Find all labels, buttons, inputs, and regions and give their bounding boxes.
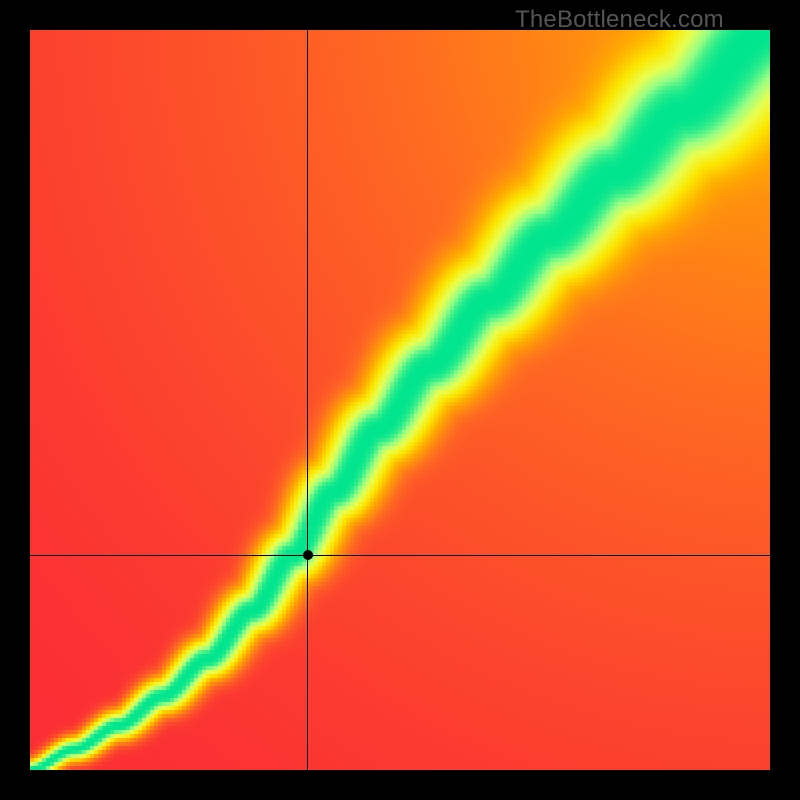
chart-container: TheBottleneck.com [0, 0, 800, 800]
bottleneck-heatmap [30, 30, 770, 770]
